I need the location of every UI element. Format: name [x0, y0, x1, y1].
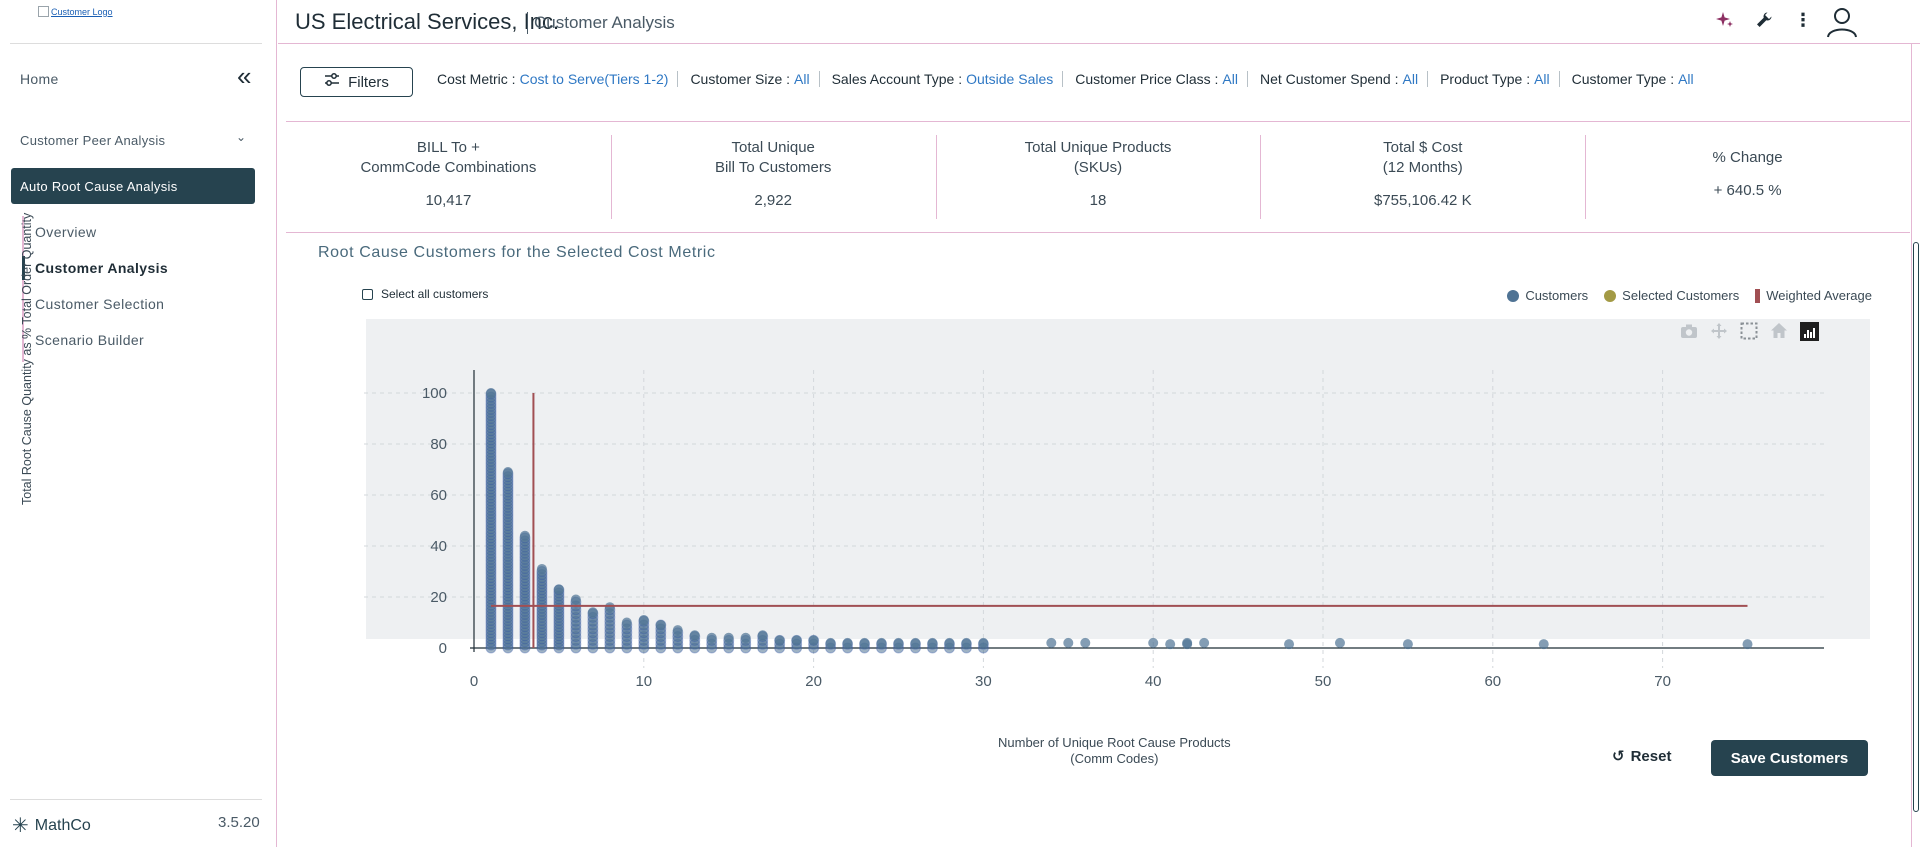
page-title: Customer Analysis [527, 12, 675, 34]
app-version: 3.5.20 [218, 814, 260, 831]
customer-logo[interactable]: Customer Logo [38, 6, 113, 17]
kpi-total-cost: Total $ Cost (12 Months) $755,106.42 K [1260, 123, 1585, 232]
select-all-customers[interactable]: Select all customers [362, 287, 488, 301]
legend-swatch [1755, 288, 1761, 303]
kpi-label: % Change [1712, 149, 1783, 166]
nav-auto-root-cause-analysis[interactable]: Auto Root Cause Analysis [11, 168, 255, 204]
kpi-percent-change: % Change + 640.5 % [1585, 123, 1910, 232]
legend-swatch [1507, 289, 1520, 302]
collapse-sidebar-icon[interactable]: « [237, 61, 252, 91]
sparkles-icon[interactable] [1715, 10, 1735, 36]
reset-button[interactable]: ↺ Reset [1612, 747, 1672, 766]
kpi-value: + 640.5 % [1713, 182, 1782, 199]
user-icon[interactable] [1826, 6, 1858, 44]
save-customers-button[interactable]: Save Customers [1711, 740, 1868, 776]
sliders-icon [324, 73, 340, 91]
header: US Electrical Services, Inc. Customer An… [278, 0, 1920, 44]
kpi-combinations: BILL To + CommCode Combinations 10,417 [286, 123, 611, 232]
chart-card: Root Cause Customers for the Selected Co… [286, 234, 1910, 847]
mathco-logo-icon: ✳ [12, 815, 29, 837]
more-vertical-icon[interactable]: ⋮ [1794, 10, 1812, 30]
kpi-value: 10,417 [425, 192, 472, 209]
box-select-icon[interactable] [1740, 322, 1758, 345]
broken-image-icon [38, 6, 49, 17]
select-all-checkbox[interactable] [362, 288, 373, 300]
kpi-label: Total $ Cost (12 Months) [1382, 139, 1463, 176]
chevron-down-icon[interactable]: ⌄ [236, 130, 247, 144]
home-reset-axes-icon[interactable] [1770, 322, 1788, 344]
filter-sales-account-type[interactable]: Sales Account Type : Outside Sales [832, 71, 1064, 87]
filters-button[interactable]: Filters [300, 67, 413, 97]
brand-name: MathCo [34, 816, 91, 834]
filter-customer-size[interactable]: Customer Size : All [690, 71, 820, 87]
sidebar-divider [10, 43, 262, 44]
content-right-border [1911, 44, 1912, 847]
legend-weighted-average[interactable]: Weighted Average [1755, 288, 1872, 303]
sidebar-footer-divider [10, 799, 262, 800]
subnav-customer-selection[interactable]: Customer Selection [35, 296, 165, 312]
chart-legend: Customers Selected Customers Weighted Av… [1507, 288, 1872, 303]
sub-navigation: Overview Customer Analysis Customer Sele… [22, 216, 252, 362]
kpi-value: 18 [1089, 192, 1107, 209]
filter-customer-price-class[interactable]: Customer Price Class : All [1075, 71, 1248, 87]
nav-home[interactable]: Home [20, 71, 59, 87]
y-axis-label: Total Root Cause Quantity as % Total Ord… [20, 212, 34, 505]
kpi-unique-products: Total Unique Products (SKUs) 18 [935, 123, 1261, 232]
wrench-icon[interactable] [1754, 10, 1774, 36]
legend-swatch [1604, 289, 1617, 302]
filters-bar: Filters Cost Metric : Cost to Serve(Tiers… [286, 52, 1910, 122]
chart-title: Root Cause Customers for the Selected Co… [318, 244, 716, 261]
subnav-overview[interactable]: Overview [35, 224, 97, 240]
main-content: Filters Cost Metric : Cost to Serve(Tiers… [278, 44, 1920, 847]
x-axis-label: Number of Unique Root Cause Products (Co… [998, 735, 1231, 766]
active-filters: Cost Metric : Cost to Serve(Tiers 1-2) Cu… [437, 71, 1703, 87]
sidebar: Customer Logo Home « Customer Peer Analy… [0, 0, 277, 847]
kpi-label: BILL To + CommCode Combinations [360, 139, 537, 176]
filter-cost-metric[interactable]: Cost Metric : Cost to Serve(Tiers 1-2) [437, 71, 679, 87]
legend-selected-customers[interactable]: Selected Customers [1604, 288, 1739, 303]
plot-background [366, 319, 1870, 639]
filter-customer-type[interactable]: Customer Type : All [1571, 71, 1694, 87]
kpi-value: 2,922 [754, 192, 792, 209]
filter-product-type[interactable]: Product Type : All [1440, 71, 1560, 87]
refresh-icon: ↺ [1612, 748, 1625, 765]
camera-icon[interactable] [1680, 323, 1698, 344]
brand: ✳ MathCo [12, 813, 91, 838]
scrollbar-thumb[interactable] [1913, 242, 1919, 812]
subnav-customer-analysis[interactable]: Customer Analysis [22, 252, 252, 288]
kpi-value: $755,106.42 K [1373, 192, 1472, 209]
plotly-logo-icon[interactable] [1800, 322, 1819, 341]
kpi-label: Total Unique Products (SKUs) [1024, 139, 1172, 176]
kpi-unique-customers: Total Unique Bill To Customers 2,922 [610, 123, 936, 232]
nav-customer-peer-analysis[interactable]: Customer Peer Analysis [20, 133, 166, 148]
subnav-scenario-builder[interactable]: Scenario Builder [35, 332, 145, 348]
kpi-row: BILL To + CommCode Combinations 10,417 T… [286, 123, 1910, 233]
pan-icon[interactable] [1710, 322, 1728, 345]
kpi-label: Total Unique Bill To Customers [714, 139, 832, 176]
filter-net-customer-spend[interactable]: Net Customer Spend : All [1260, 71, 1429, 87]
legend-customers[interactable]: Customers [1507, 288, 1588, 303]
company-name: US Electrical Services, Inc. [295, 9, 560, 34]
